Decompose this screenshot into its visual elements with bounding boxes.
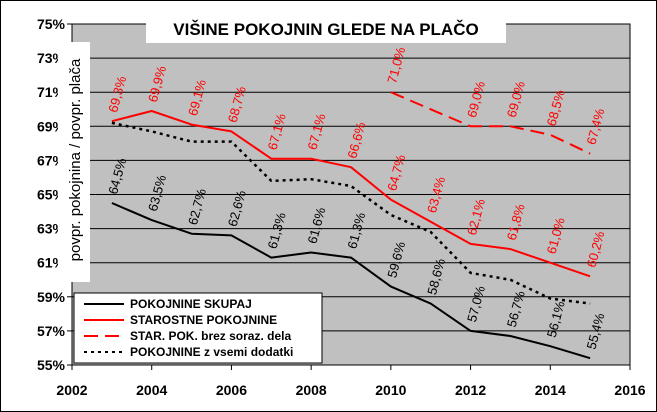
legend-entry: POKOJNINE SKUPAJ	[130, 297, 252, 311]
series-lines	[111, 91, 591, 360]
y-axis-title-box: povpr. pokojnina / povpr. plača	[58, 42, 90, 282]
x-tick-label: 2002	[56, 382, 87, 398]
series-line-3	[390, 91, 591, 155]
series-line-2	[111, 110, 591, 278]
y-tick-label: 55%	[37, 357, 66, 373]
y-tick-label: 57%	[37, 323, 66, 339]
x-tick-label: 2006	[216, 382, 247, 398]
y-tick-label: 59%	[37, 289, 66, 305]
legend-entry: STAR. POK. brez soraz. dela	[130, 329, 291, 343]
x-tick-label: 2012	[455, 382, 486, 398]
series-line-1	[111, 202, 591, 360]
x-tick-label: 2008	[296, 382, 327, 398]
x-tick-label: 2016	[614, 382, 645, 398]
x-tick-label: 2004	[136, 382, 167, 398]
series-line-4	[111, 121, 591, 305]
x-tick-label: 2010	[375, 382, 406, 398]
gridlines	[72, 23, 630, 366]
legend-entry: STAROSTNE POKOJNINE	[130, 313, 277, 327]
chart-title-box: VIŠINE POKOJNIN GLEDE NA PLAČO	[146, 13, 506, 43]
y-axis-label: povpr. pokojnina / povpr. plača	[67, 58, 84, 261]
chart-title: VIŠINE POKOJNIN GLEDE NA PLAČO	[173, 20, 478, 39]
legend-entry: POKOJNINE z vsemi dodatki	[130, 345, 293, 359]
x-tick-label: 2014	[535, 382, 566, 398]
legend: POKOJNINE SKUPAJ STAROSTNE POKOJNINE STAR.…	[73, 292, 323, 364]
y-tick-label: 75%	[37, 16, 66, 32]
